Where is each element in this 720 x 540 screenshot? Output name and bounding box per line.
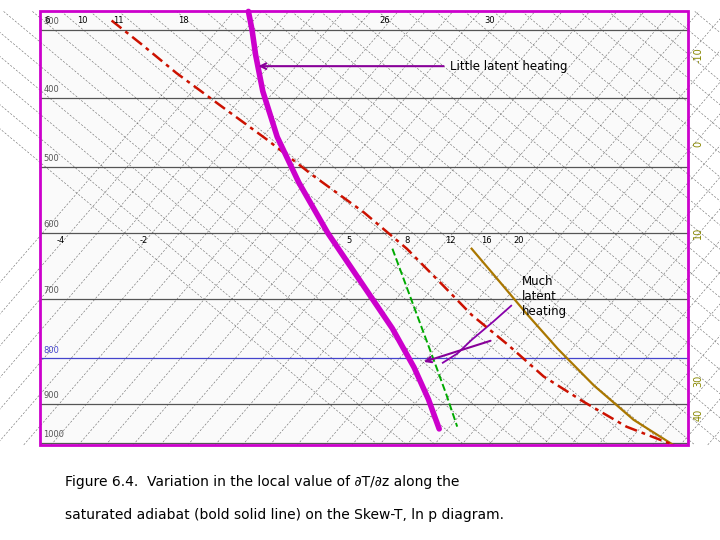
Text: 1000: 1000 — [43, 430, 64, 439]
Text: 400: 400 — [43, 85, 59, 94]
Text: 22 C: 22 C — [244, 0, 274, 3]
Text: 18: 18 — [179, 16, 189, 25]
Text: 900: 900 — [43, 391, 59, 400]
Text: Little latent heating: Little latent heating — [450, 59, 567, 73]
Text: -4: -4 — [57, 237, 66, 245]
Text: 12: 12 — [445, 237, 455, 245]
Text: 700: 700 — [43, 286, 59, 295]
Text: 16: 16 — [481, 237, 491, 245]
Text: 310 K: 310 K — [78, 0, 117, 3]
Text: 26: 26 — [380, 16, 390, 25]
Text: 8: 8 — [404, 237, 410, 245]
Text: saturated adiabat (bold solid line) on the Skew-T, ln p diagram.: saturated adiabat (bold solid line) on t… — [65, 508, 504, 522]
Text: 600: 600 — [43, 220, 59, 229]
Text: Much
latent
heating: Much latent heating — [522, 275, 567, 318]
Text: 300: 300 — [43, 17, 59, 26]
Text: -10: -10 — [693, 47, 703, 63]
Text: 40: 40 — [693, 409, 703, 421]
Text: 10: 10 — [78, 16, 88, 25]
Text: 30: 30 — [485, 16, 495, 25]
Bar — [40, 11, 688, 445]
Text: 0: 0 — [693, 141, 703, 147]
Text: 20: 20 — [513, 237, 523, 245]
Text: -2: -2 — [140, 237, 148, 245]
Bar — [40, 11, 688, 445]
Text: 5: 5 — [346, 237, 352, 245]
Text: 11: 11 — [114, 16, 124, 25]
Text: 6: 6 — [44, 16, 50, 25]
Text: 10: 10 — [693, 227, 703, 239]
Text: 500: 500 — [43, 154, 59, 163]
Text: 30: 30 — [693, 375, 703, 387]
Text: Figure 6.4.  Variation in the local value of ∂T/∂z along the: Figure 6.4. Variation in the local value… — [65, 475, 459, 489]
Text: 800: 800 — [43, 346, 59, 355]
